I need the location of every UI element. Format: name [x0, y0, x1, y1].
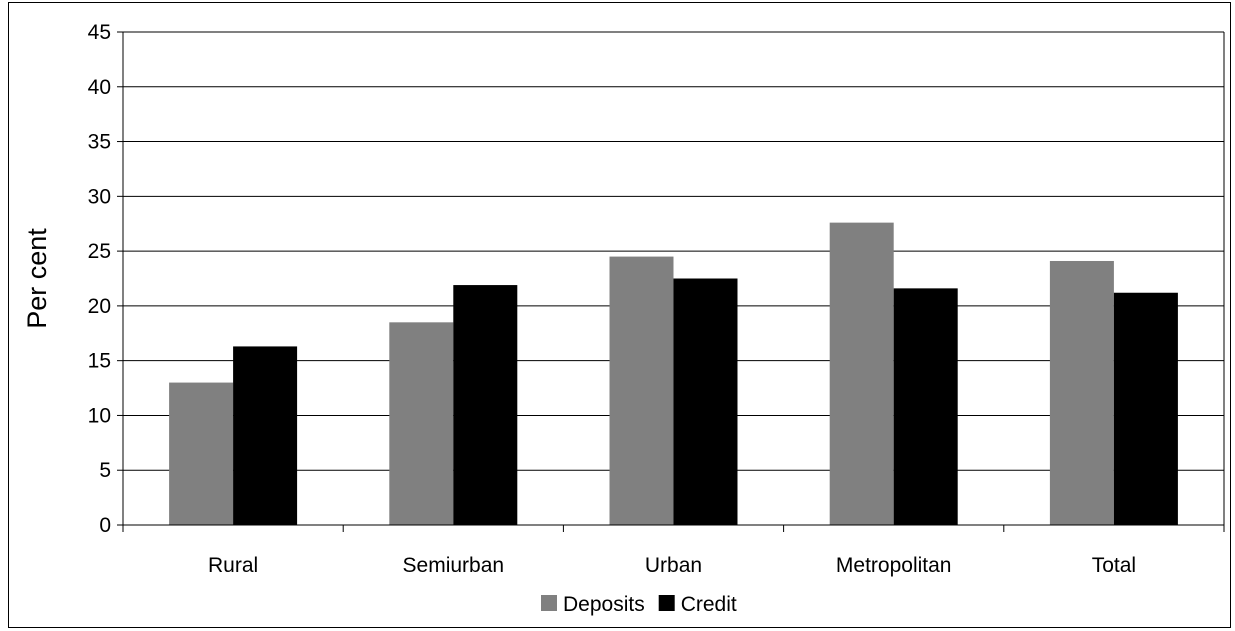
y-tick-label: 40 — [88, 76, 111, 99]
bar-deposits-rural — [169, 382, 234, 525]
x-category-label: Urban — [645, 554, 702, 577]
y-tick-label: 35 — [88, 131, 111, 154]
legend: Deposits Credit — [541, 593, 737, 616]
legend-label-credit: Credit — [681, 593, 737, 616]
legend-label-deposits: Deposits — [563, 593, 645, 616]
axes — [117, 31, 1225, 532]
y-tick-labels: 0 5 10 15 20 25 30 35 40 45 — [88, 21, 111, 537]
bar-deposits-total — [1049, 260, 1114, 525]
x-category-labels: Rural Semiurban Urban Metropolitan Total — [208, 554, 1136, 577]
y-tick-label: 5 — [99, 459, 111, 482]
bar-credit-total — [1113, 292, 1178, 525]
bar-deposits-urban — [609, 256, 674, 525]
bar-credit-urban — [673, 278, 738, 525]
x-category-label: Semiurban — [403, 554, 505, 577]
y-tick-label: 0 — [99, 514, 111, 537]
y-tick-label: 45 — [88, 21, 111, 44]
legend-swatch-credit — [658, 595, 675, 611]
bar-deposits-semiurban — [389, 322, 454, 525]
x-category-label: Total — [1092, 554, 1136, 577]
y-tick-label: 30 — [88, 185, 111, 208]
bar-credit-rural — [233, 346, 298, 525]
x-category-label: Rural — [208, 554, 258, 577]
bar-credit-metropolitan — [893, 288, 958, 525]
bar-credit-semiurban — [453, 285, 518, 525]
bars — [169, 222, 1178, 526]
y-tick-label: 10 — [88, 404, 111, 427]
bar-deposits-metropolitan — [829, 222, 894, 526]
y-tick-label: 25 — [88, 240, 111, 263]
y-tick-label: 20 — [88, 295, 111, 318]
legend-swatch-deposits — [541, 595, 557, 611]
x-category-label: Metropolitan — [836, 554, 952, 577]
y-axis-label: Per cent — [22, 228, 52, 329]
y-tick-label: 15 — [88, 350, 111, 373]
